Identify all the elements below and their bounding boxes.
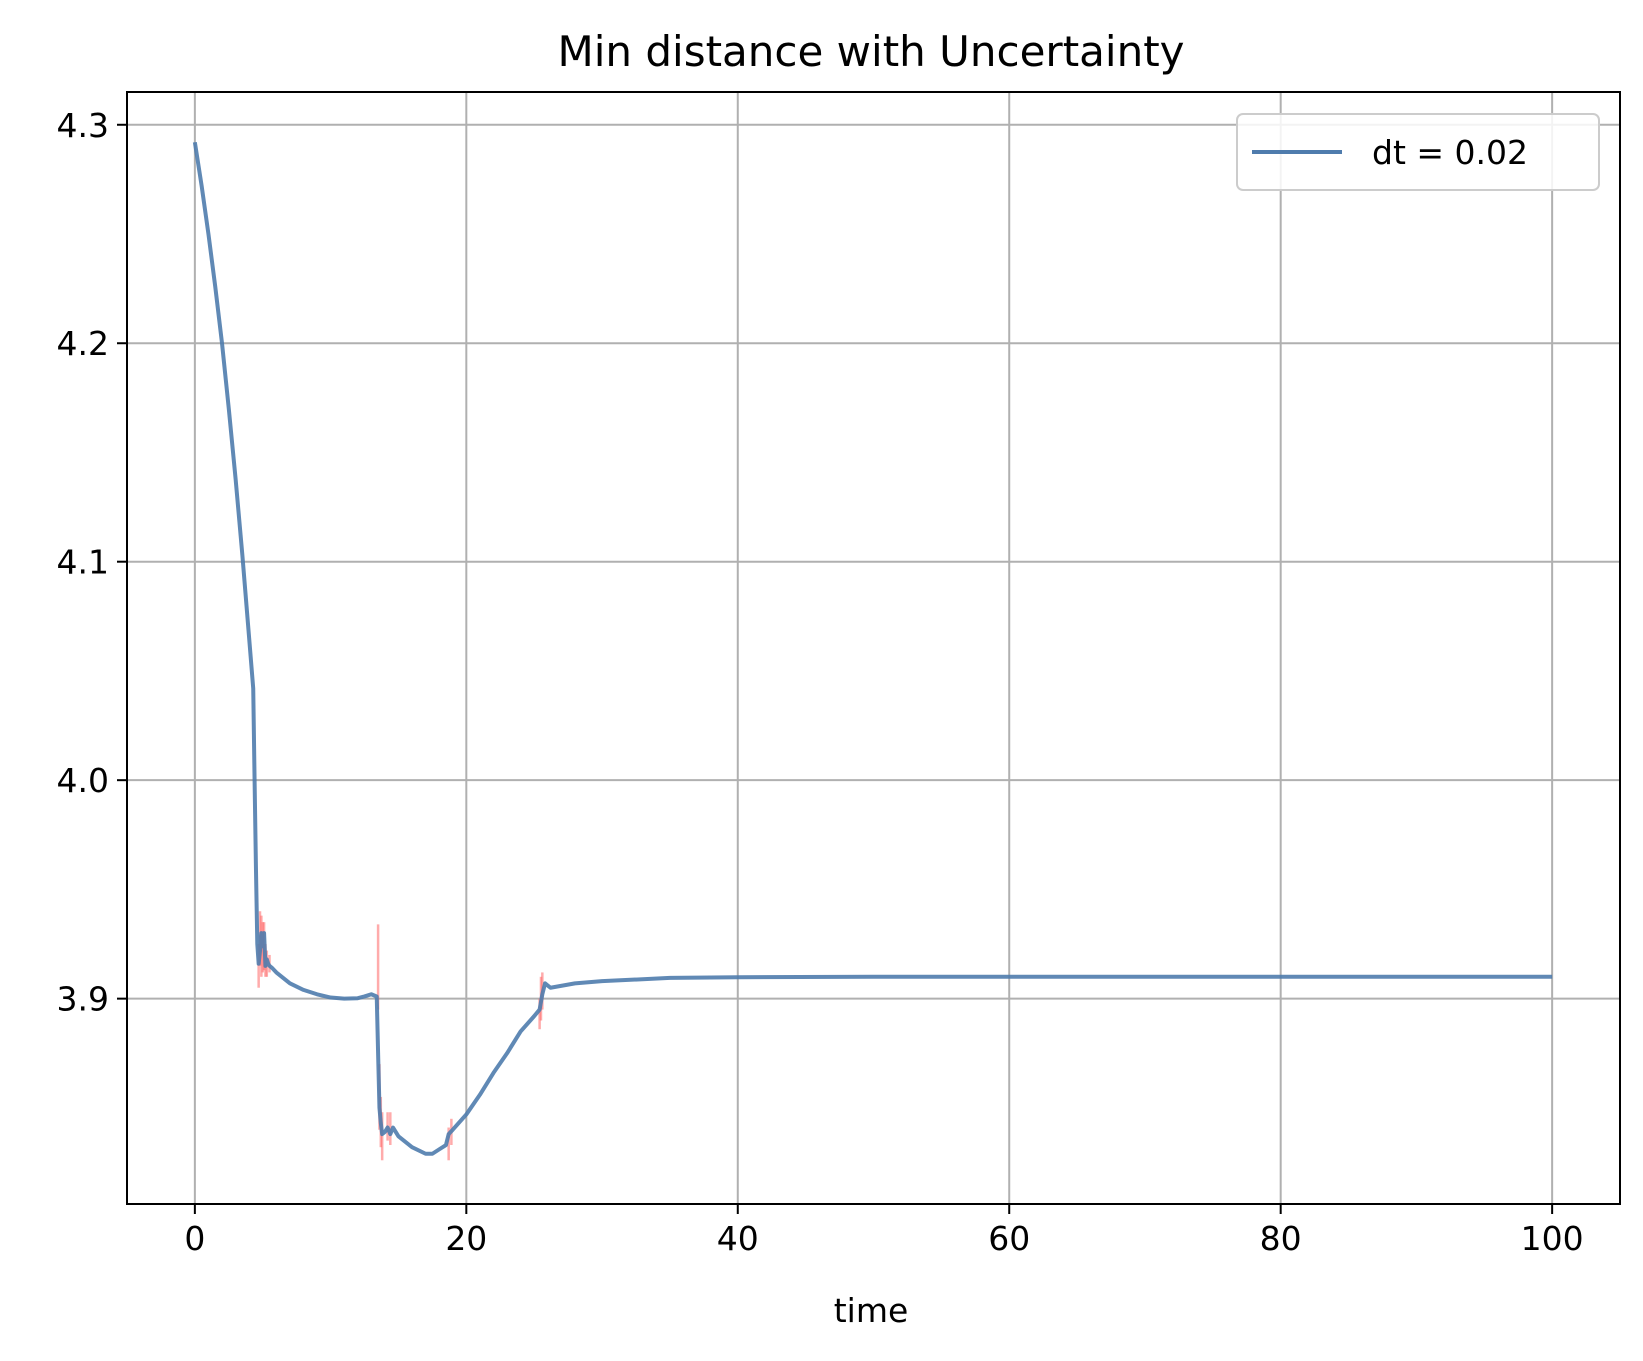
y-tick-label: 4.1 [57,543,109,582]
x-axis-label: time [834,1291,909,1330]
x-tick-label: 20 [445,1219,487,1258]
x-tick-label: 80 [1260,1219,1302,1258]
y-tick-label: 4.0 [57,761,109,800]
x-tick-label: 60 [988,1219,1030,1258]
y-tick-label: 4.2 [57,324,109,363]
legend-label: dt = 0.02 [1372,133,1528,172]
y-tick-label: 4.3 [57,106,109,145]
chart-title: Min distance with Uncertainty [557,27,1184,76]
x-tick-label: 100 [1521,1219,1584,1258]
series-line [192,141,1553,1156]
y-tick-label: 3.9 [57,980,109,1019]
legend-box [1236,113,1600,191]
x-tick-label: 0 [184,1219,205,1258]
ticks: 0 20 40 60 80 100 3.9 4.0 4.1 4.2 4.3 [57,106,1584,1258]
plot-frame [126,91,1621,1205]
legend: dt = 0.02 [1236,113,1600,191]
x-tick-label: 40 [717,1219,759,1258]
series-layer [192,141,1553,1156]
